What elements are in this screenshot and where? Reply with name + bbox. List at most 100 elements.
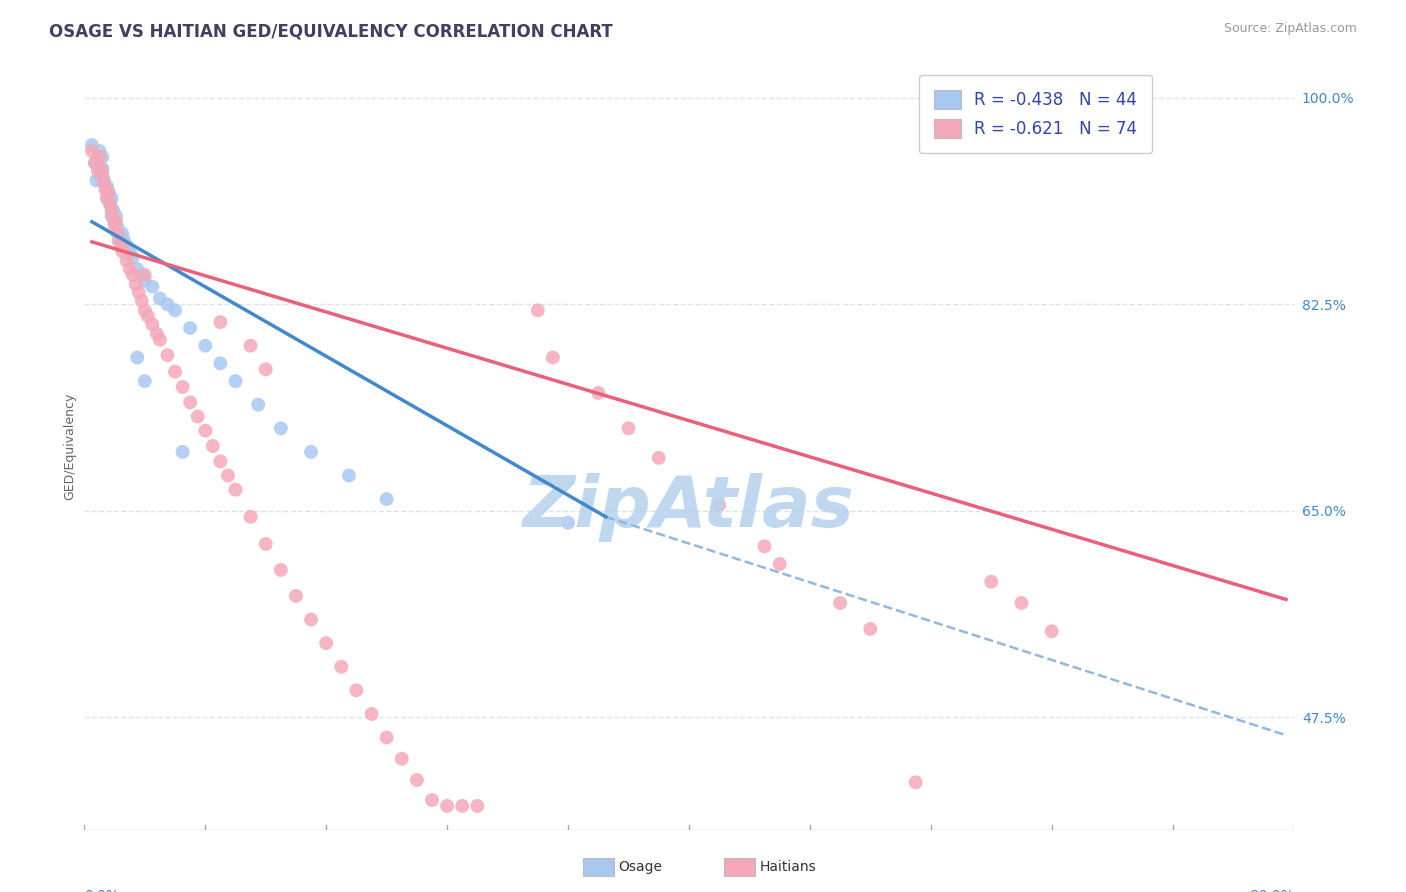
Point [172,445,194,459]
Point [118,262,141,277]
Point [420,793,443,807]
Point [136,309,159,323]
Point [134,268,156,282]
Point [118,244,141,259]
Point [134,274,156,288]
Point [80,144,103,158]
Point [91,150,114,164]
Point [96,191,118,205]
Point [91,161,114,176]
Point [80,138,103,153]
Point [1011,596,1033,610]
Point [617,421,640,435]
Point [187,409,209,424]
Point [209,454,232,468]
Point [101,202,124,217]
Point [391,752,413,766]
Point [89,150,111,164]
Point [467,799,489,814]
Point [128,285,150,300]
Point [141,279,163,293]
Point [131,268,153,282]
Point [107,227,129,241]
Point [100,191,122,205]
Point [149,292,172,306]
Point [156,348,179,362]
Point [111,227,134,241]
Point [254,537,277,551]
Point [146,326,169,341]
Point [217,468,239,483]
Point [131,293,153,308]
Point [87,164,110,178]
Point [179,395,201,409]
Point [330,659,353,673]
Point [93,176,115,190]
Point [100,202,122,217]
Point [121,250,143,264]
Point [100,209,122,223]
Point [194,339,217,353]
Point [115,253,138,268]
Point [179,321,201,335]
Point [709,498,731,512]
Point [94,183,117,197]
Point [112,238,135,252]
Point [89,144,111,158]
Point [859,622,882,636]
Point [436,799,458,814]
Point [201,439,224,453]
Point [247,398,270,412]
Point [105,215,128,229]
Point [96,179,118,194]
Point [89,168,111,182]
Point [165,365,187,379]
Text: OSAGE VS HAITIAN GED/EQUIVALENCY CORRELATION CHART: OSAGE VS HAITIAN GED/EQUIVALENCY CORRELA… [49,22,613,40]
Text: 80.0%: 80.0% [1250,888,1294,892]
Point [299,612,322,626]
Point [299,445,322,459]
Point [86,173,108,187]
Point [115,238,138,252]
Point [557,516,579,530]
Point [980,574,1002,589]
Point [337,468,360,483]
Point [285,589,308,603]
Point [105,209,128,223]
Point [141,318,163,332]
Point [127,351,149,365]
Point [375,731,398,745]
Point [375,492,398,507]
Point [406,772,429,787]
Text: Source: ZipAtlas.com: Source: ZipAtlas.com [1223,22,1357,36]
Point [134,303,156,318]
Point [172,380,194,394]
Point [101,211,124,226]
Point [1040,624,1063,639]
Point [225,374,247,388]
Point [209,356,232,370]
Point [588,385,610,400]
Point [156,297,179,311]
Text: Haitians: Haitians [759,860,815,874]
Point [104,215,127,229]
Point [91,168,114,182]
Text: 0.0%: 0.0% [84,888,120,892]
Point [541,351,564,365]
Point [209,315,232,329]
Point [108,235,131,249]
Point [754,539,776,553]
Point [830,596,852,610]
Point [346,683,368,698]
Point [270,421,292,435]
Point [134,374,156,388]
Point [127,262,149,277]
Point [225,483,247,497]
Point [84,155,107,169]
Point [194,424,217,438]
Point [904,775,927,789]
Point [112,232,135,246]
Y-axis label: GED/Equivalency: GED/Equivalency [63,392,76,500]
Point [104,219,127,233]
Point [239,509,262,524]
